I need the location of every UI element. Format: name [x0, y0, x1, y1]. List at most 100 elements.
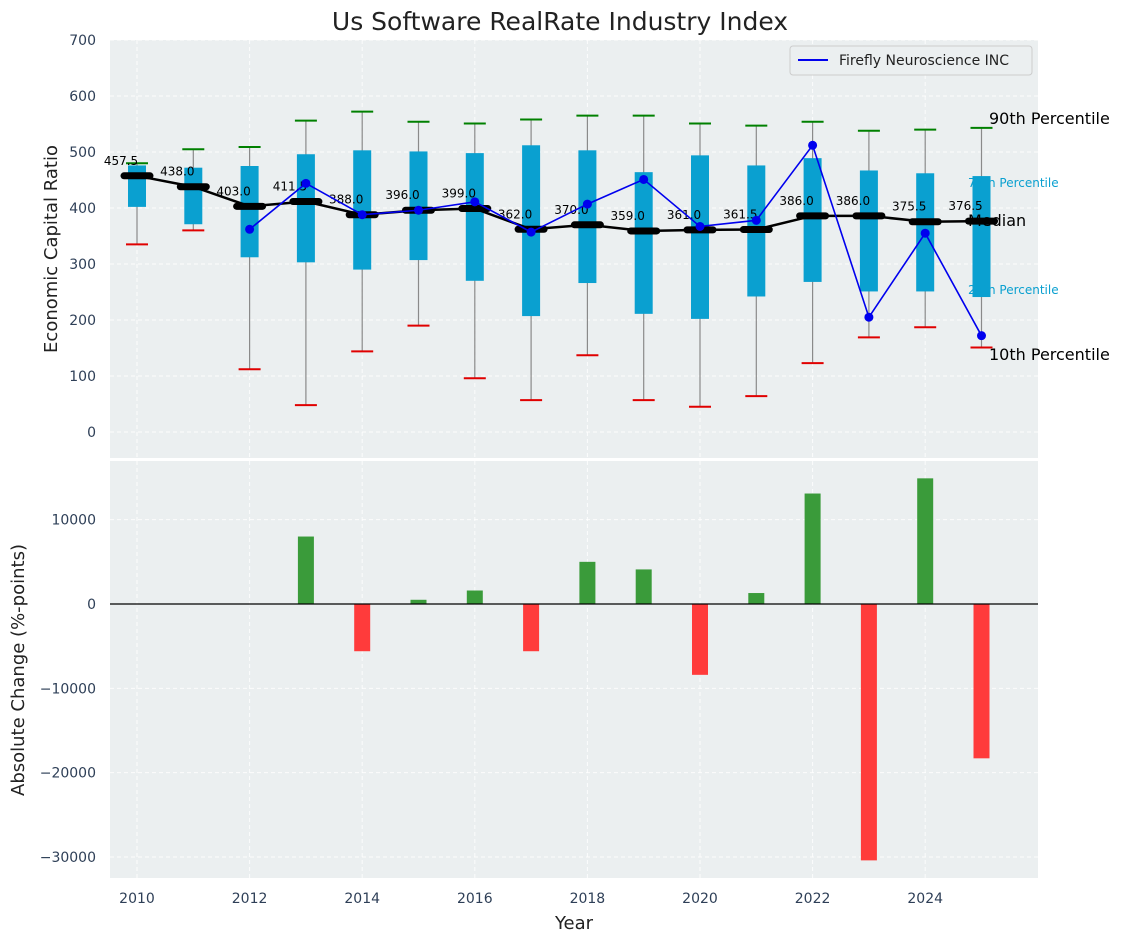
top-y-tick-label: 300 [69, 257, 96, 273]
median-label: 361.5 [723, 208, 757, 222]
bar-2014 [354, 604, 371, 652]
box-2023 [857, 129, 880, 339]
x-tick-label: 2018 [570, 891, 606, 907]
x-tick-label: 2022 [795, 891, 831, 907]
top-y-tick-label: 600 [69, 89, 96, 105]
annotation-median: Median [968, 211, 1026, 230]
iqr-box [578, 150, 597, 284]
bottom-y-axis-label: Absolute Change (%-points) [8, 544, 29, 796]
box-2019 [632, 114, 655, 402]
median-label: 359.0 [611, 209, 645, 223]
median-label: 386.0 [779, 194, 813, 208]
company-point [245, 224, 255, 234]
legend-box [789, 45, 1033, 76]
bottom-y-tick-label: 10000 [51, 513, 96, 529]
median-label: 403.0 [216, 184, 250, 198]
x-tick-label: 2016 [457, 891, 493, 907]
top-grid [110, 39, 1038, 458]
median-label: 438.0 [160, 165, 194, 179]
bar-2022 [804, 493, 821, 604]
bottom-y-tick-label: −30000 [40, 850, 96, 866]
company-point [582, 199, 592, 209]
legend-label: Firefly Neuroscience INC [839, 53, 1009, 69]
iqr-box [691, 155, 709, 319]
x-tick-label: 2010 [119, 891, 155, 907]
x-tick-label: 2020 [682, 891, 718, 907]
x-tick-label: 2014 [344, 891, 380, 907]
company-point [639, 174, 649, 184]
iqr-box [128, 165, 146, 207]
annotation-p75: 75th Percentile [968, 176, 1059, 190]
iqr-box [240, 166, 259, 258]
bar-2023 [860, 604, 877, 861]
company-point [526, 227, 536, 237]
median-label: 376.5 [948, 199, 982, 213]
bottom-y-ticks: −30000 −20000 −10000 0 10000 [40, 513, 96, 866]
bar-2016 [466, 590, 483, 604]
box-2014 [351, 110, 374, 353]
top-y-tick-label: 500 [69, 145, 96, 161]
bar-2015 [410, 599, 427, 604]
company-point [301, 178, 311, 188]
legend: Firefly Neuroscience INC [789, 45, 1033, 76]
box-2018 [576, 114, 599, 357]
company-line [249, 143, 983, 337]
company-point [695, 221, 705, 231]
annotation-p10: 10th Percentile [989, 345, 1110, 364]
bar-2018 [579, 561, 596, 604]
median-label: 457.5 [104, 154, 138, 168]
box-2020 [689, 122, 711, 408]
bar-2025 [973, 604, 990, 759]
company-point [977, 331, 986, 341]
x-axis-label: Year [554, 913, 594, 934]
median-label: 370.0 [554, 203, 588, 217]
change-bars [297, 478, 990, 861]
top-y-tick-label: 700 [69, 33, 96, 49]
company-point [470, 197, 480, 207]
iqr-box [972, 176, 991, 298]
company-point [808, 140, 818, 150]
company-point [751, 215, 761, 225]
bar-2020 [692, 604, 708, 675]
x-tick-label: 2024 [907, 891, 943, 907]
bottom-y-tick-label: −20000 [40, 766, 96, 782]
median-label: 399.0 [442, 187, 476, 201]
box-2025 [970, 126, 993, 349]
bar-2017 [523, 604, 540, 652]
annotation-p90: 90th Percentile [989, 109, 1110, 128]
iqr-box [803, 158, 822, 282]
median-label: 362.0 [498, 207, 532, 221]
bar-2021 [748, 593, 765, 604]
box-2012 [238, 145, 261, 371]
bar-2013 [297, 536, 314, 604]
box-2013 [294, 119, 317, 407]
top-y-ticks: 0 100 200 300 400 500 600 700 [69, 33, 96, 441]
iqr-box [465, 153, 484, 281]
median-line [136, 174, 982, 233]
top-y-tick-label: 400 [69, 201, 96, 217]
box-2016 [463, 122, 486, 380]
top-y-axis-label: Economic Capital Ratio [41, 145, 62, 353]
top-y-tick-label: 0 [87, 425, 96, 441]
annotation-p25: 25th Percentile [968, 283, 1059, 297]
bottom-y-tick-label: −10000 [40, 681, 96, 697]
iqr-box [634, 172, 653, 314]
percentile-annotations: 90th Percentile 75th Percentile Median 2… [968, 109, 1110, 364]
x-ticks: 2010 2012 2014 2016 2018 2020 2022 2024 [119, 891, 943, 907]
top-y-tick-label: 200 [69, 313, 96, 329]
x-tick-label: 2012 [232, 891, 268, 907]
median-label: 386.0 [836, 194, 870, 208]
top-panel-bg [110, 40, 1038, 458]
bottom-y-tick-label: 0 [87, 597, 96, 613]
iqr-box [296, 154, 315, 263]
company-point [864, 312, 874, 322]
box-2022 [801, 120, 824, 365]
company-series [245, 140, 986, 341]
iqr-box [353, 150, 372, 270]
chart-title: Us Software RealRate Industry Index [332, 7, 788, 36]
bar-2019 [635, 569, 652, 604]
median-label: 361.0 [667, 208, 701, 222]
